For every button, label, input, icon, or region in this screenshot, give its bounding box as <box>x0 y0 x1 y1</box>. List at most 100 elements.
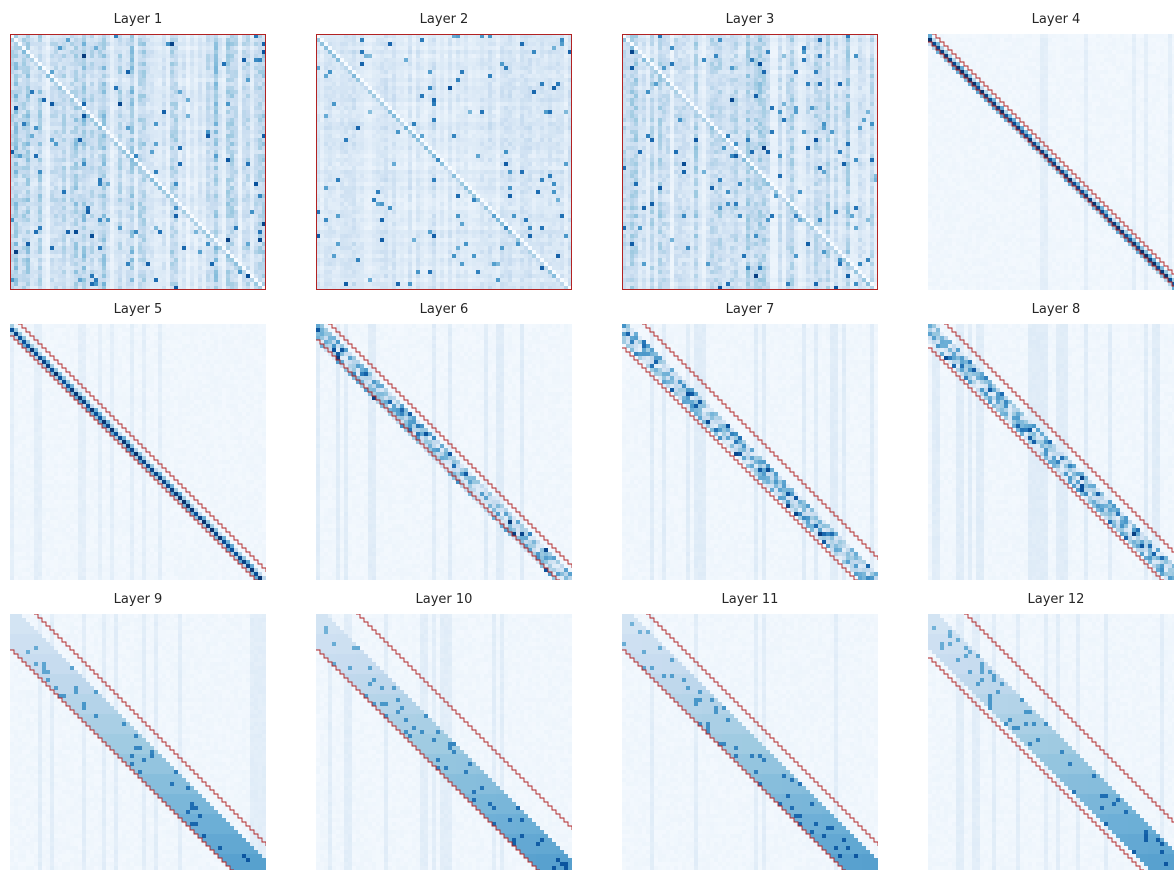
heatmap-cell <box>210 114 214 118</box>
heatmap-cell <box>234 218 238 222</box>
heatmap-cell <box>320 78 324 82</box>
heatmap-cell <box>134 166 138 170</box>
heatmap-cell <box>250 278 254 282</box>
heatmap-cell <box>202 282 206 286</box>
heatmap-cell <box>134 178 138 182</box>
heatmap-cell <box>368 42 372 46</box>
heatmap-cell <box>250 146 254 150</box>
heatmap-cell <box>18 102 22 106</box>
heatmap-cell <box>226 230 230 234</box>
heatmap-cell <box>206 106 210 110</box>
heatmap-cell <box>234 42 238 46</box>
heatmap-cell <box>246 166 250 170</box>
heatmap-cell <box>82 114 86 118</box>
heatmap-cell <box>126 134 130 138</box>
heatmap-cell <box>178 258 182 262</box>
heatmap-cell <box>154 142 158 146</box>
heatmap-cell <box>110 154 114 158</box>
heatmap-cell <box>50 190 54 194</box>
heatmap-cell <box>70 142 74 146</box>
heatmap-cell <box>14 206 18 210</box>
heatmap-cell <box>206 118 210 122</box>
heatmap-cell <box>74 194 78 198</box>
heatmap-cell <box>456 50 460 54</box>
heatmap-cell <box>38 210 42 214</box>
heatmap-cell <box>396 78 400 82</box>
heatmap-cell <box>428 42 432 46</box>
heatmap-cell <box>254 206 258 210</box>
heatmap-cell <box>222 66 226 70</box>
heatmap-cell <box>130 198 134 202</box>
heatmap-cell <box>102 70 106 74</box>
heatmap-cell <box>222 38 226 42</box>
heatmap-cell <box>62 206 66 210</box>
heatmap-cell <box>106 150 110 154</box>
heatmap-cell <box>150 150 154 154</box>
heatmap-cell <box>182 218 186 222</box>
heatmap-cell <box>14 62 18 66</box>
heatmap-cell <box>54 182 58 186</box>
heatmap-cell <box>110 118 114 122</box>
heatmap-cell <box>134 250 138 254</box>
heatmap-cell <box>222 246 226 250</box>
heatmap-cell <box>66 150 70 154</box>
heatmap-cell <box>58 142 62 146</box>
heatmap-cell <box>122 178 126 182</box>
heatmap-cell <box>320 74 324 78</box>
heatmap-cell <box>98 118 102 122</box>
heatmap-cell <box>94 122 98 126</box>
heatmap-cell <box>70 70 74 74</box>
heatmap-cell <box>98 58 102 62</box>
heatmap-cell <box>376 70 380 74</box>
heatmap-cell <box>356 86 360 90</box>
heatmap-cell <box>94 98 98 102</box>
heatmap-cell <box>560 58 564 62</box>
heatmap-cell <box>106 194 110 198</box>
heatmap-cell <box>98 246 102 250</box>
heatmap-cell <box>154 122 158 126</box>
heatmap-cell <box>18 154 22 158</box>
heatmap-cell <box>114 78 118 82</box>
heatmap-cell <box>74 206 78 210</box>
heatmap-cell <box>420 70 424 74</box>
heatmap-cell <box>218 38 222 42</box>
heatmap-cell <box>194 194 198 198</box>
heatmap-cell <box>34 214 38 218</box>
heatmap-cell <box>226 174 230 178</box>
heatmap-cell <box>90 98 94 102</box>
heatmap-cell <box>392 70 396 74</box>
heatmap-cell <box>142 134 146 138</box>
heatmap-cell <box>34 282 38 286</box>
heatmap-cell <box>524 42 528 46</box>
heatmap-cell <box>94 38 98 42</box>
heatmap-cell <box>34 134 38 138</box>
heatmap-cell <box>548 82 552 86</box>
heatmap-cell <box>166 266 170 270</box>
heatmap-cell <box>106 110 110 114</box>
heatmap-cell <box>50 134 54 138</box>
heatmap-cell <box>102 278 106 282</box>
heatmap-cell <box>250 50 254 54</box>
heatmap-cell <box>62 158 66 162</box>
heatmap-cell <box>238 282 242 286</box>
heatmap-cell <box>134 86 138 90</box>
heatmap-cell <box>178 154 182 158</box>
heatmap-cell <box>78 206 82 210</box>
heatmap-cell <box>178 230 182 234</box>
heatmap-cell <box>50 66 54 70</box>
heatmap-cell <box>432 46 436 50</box>
heatmap-cell <box>66 206 70 210</box>
heatmap-cell <box>38 82 42 86</box>
heatmap-cell <box>234 282 238 286</box>
heatmap-cell <box>198 182 202 186</box>
heatmap-cell <box>210 142 214 146</box>
heatmap-cell <box>82 190 86 194</box>
heatmap-cell <box>66 174 70 178</box>
heatmap-cell <box>74 258 78 262</box>
heatmap-cell <box>34 242 38 246</box>
heatmap-cell <box>194 170 198 174</box>
heatmap-cell <box>254 50 258 54</box>
heatmap-cell <box>174 62 178 66</box>
heatmap-cell <box>198 38 202 42</box>
heatmap-cell <box>34 82 38 86</box>
